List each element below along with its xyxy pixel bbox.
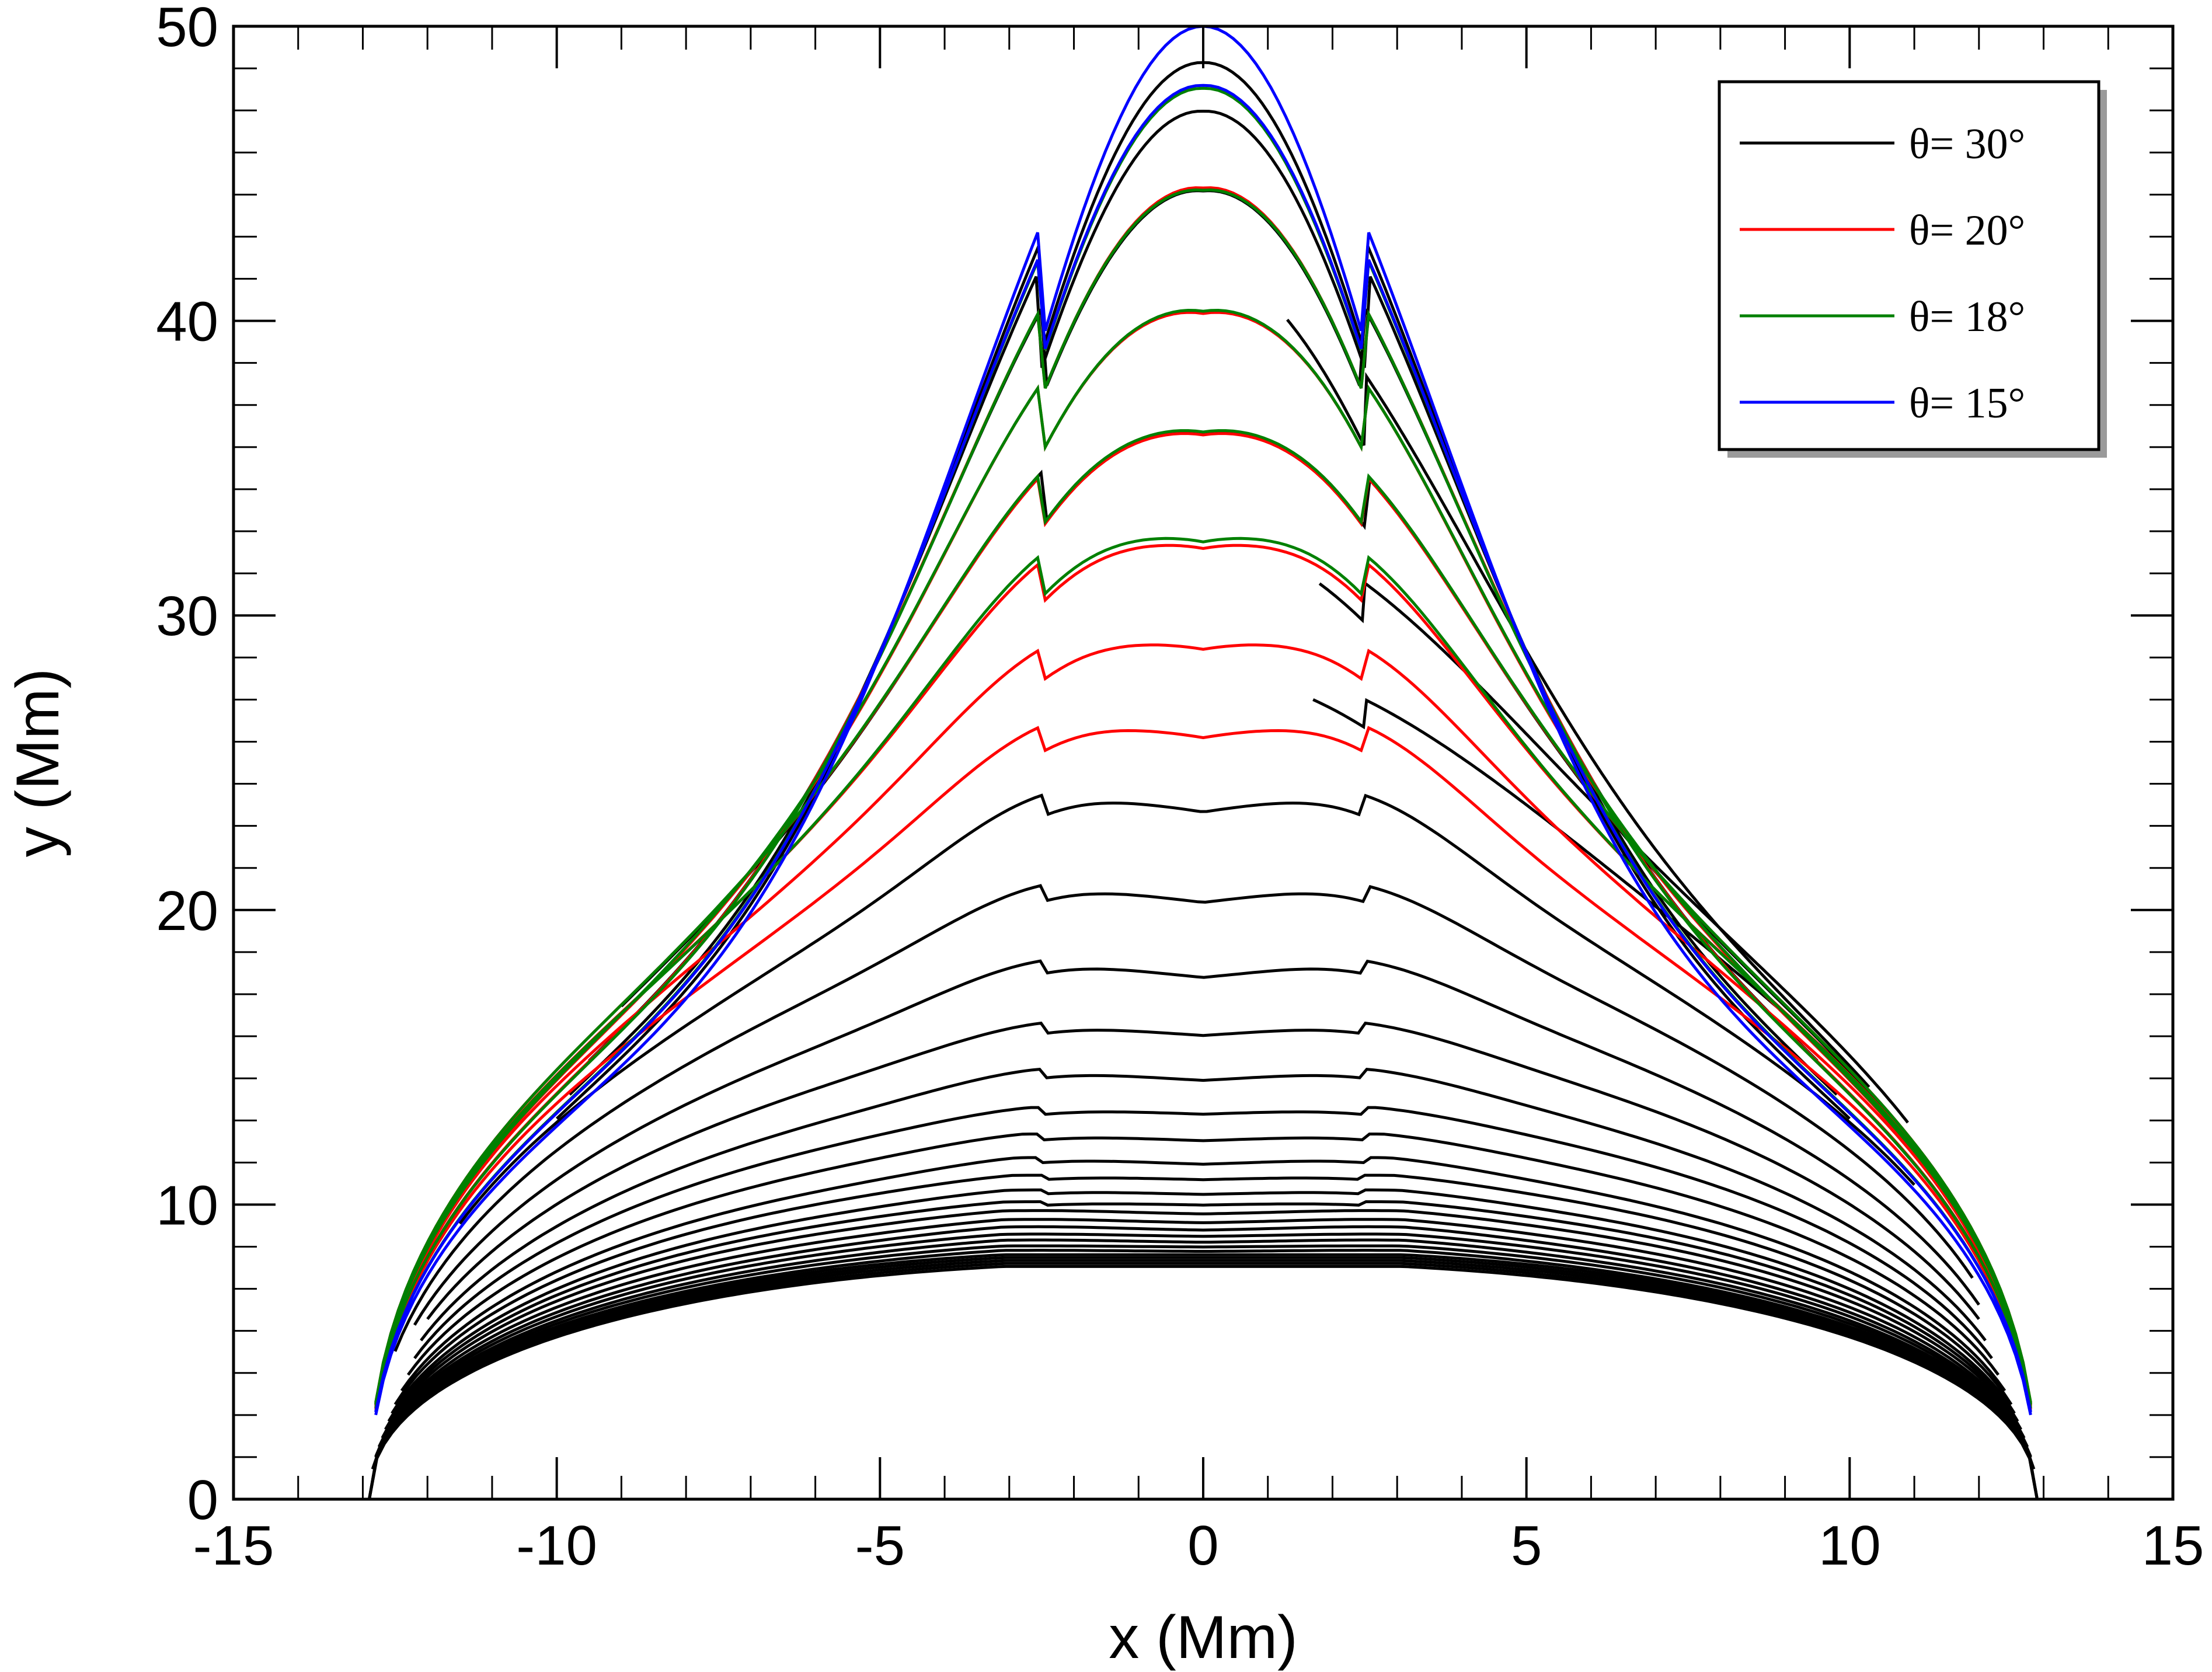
y-tick-label: 40 [156,291,218,353]
series-1-curve-5 [368,1253,2039,1499]
series-1-curve-18 [413,1106,1993,1360]
axes-layer: -15 -10 -5 0 5 10 15 0 10 20 30 40 50 x (Mm) y (Mm) [4,0,2204,1671]
series-1-curve-4 [368,1256,2039,1499]
series-1-curve-14 [391,1188,2016,1415]
series-1-curve-13 [387,1200,2019,1422]
series-1-curve-20 [426,1021,1980,1321]
x-tick-label: 15 [2142,1514,2204,1577]
x-tick-label: 5 [1511,1514,1542,1577]
legend-label-1: θ= 30° [1909,120,2025,168]
series-4-curve-2 [374,26,2032,1416]
series-1-curve-8 [374,1238,2032,1458]
series-1-curve-23 [458,793,1915,1225]
series-1-curve-11 [381,1218,2026,1439]
series-1-curve-29 [569,109,1838,1096]
series-1-curve-9 [374,1232,2032,1457]
y-tick-label: 20 [156,880,218,942]
series-1-curve-21 [413,959,1980,1326]
legend-label-4: θ= 15° [1909,379,2025,427]
curves-clipped [368,26,2039,1499]
series-1-curve-22 [393,884,1974,1352]
series-3-curve-2 [374,429,2032,1403]
y-axis-title: y (Mm) [4,668,72,857]
legend: θ= 30° θ= 20° θ= 18° θ= 15° [1718,80,2107,458]
series-1-curve-16 [400,1156,2007,1392]
series-1-curve-3 [368,1259,2039,1499]
curves-layer [368,26,2039,1499]
series-3-curve-4 [374,188,2032,1409]
series-1-curve-17 [407,1133,1999,1376]
y-tick-label: 50 [156,0,218,58]
series-4-curve-1 [374,83,2032,1413]
series-3-curve-3 [374,308,2032,1405]
series-1-curve-15 [393,1173,2013,1406]
series-1-curve-2 [368,1262,2039,1499]
legend-label-3: θ= 18° [1909,293,2025,341]
series-1-curve-7 [371,1244,2036,1470]
y-tick-label: 0 [187,1469,218,1531]
series-1-curve-19 [420,1067,1987,1342]
x-axis-title: x (Mm) [1109,1604,1297,1671]
x-tick-label: -5 [855,1514,905,1577]
legend-label-2: θ= 20° [1909,207,2025,255]
series-2-curve-1 [374,726,2032,1410]
y-tick-label: 30 [156,585,218,647]
series-1-curve-6 [368,1249,2039,1499]
x-tick-label: -15 [193,1514,274,1577]
x-tick-label: 0 [1187,1514,1218,1577]
series-1-curve-10 [377,1225,2029,1448]
x-tick-label: 10 [1819,1514,1881,1577]
series-1-curve-12 [384,1209,2022,1430]
x-tick-label: -10 [516,1514,597,1577]
y-tick-label: 10 [156,1174,218,1236]
series-1-curve-1 [368,1265,2039,1499]
series-1-curve-27 [1286,319,1870,1088]
